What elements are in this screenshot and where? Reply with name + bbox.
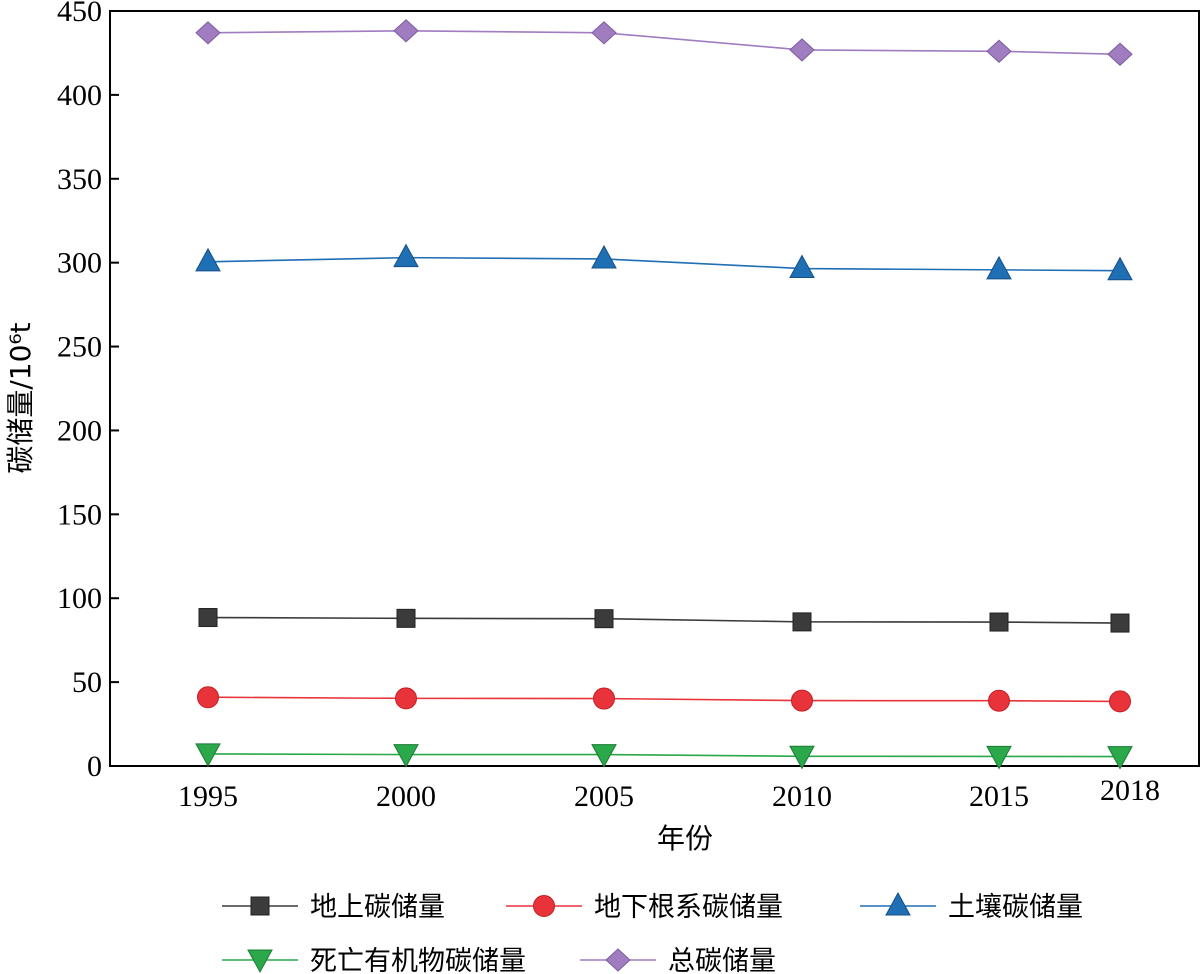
x-tick-label: 1995 (178, 780, 238, 813)
x-tick-label: 2000 (376, 780, 436, 813)
data-point-triangle-down (789, 745, 815, 770)
data-point-triangle-up (1107, 256, 1133, 281)
y-tick-label: 250 (57, 331, 102, 364)
y-tick-label: 300 (57, 247, 102, 280)
data-point-circle (791, 689, 813, 712)
legend-label: 地上碳储量 (310, 892, 445, 923)
legend-marker (605, 948, 631, 972)
data-point-circle (593, 687, 615, 710)
y-axis-title: 碳储量/10⁶t (4, 322, 37, 473)
data-point-diamond (789, 38, 815, 62)
x-tick-label: 2005 (574, 780, 634, 813)
data-point-triangle-down (1107, 746, 1133, 770)
series-2 (197, 686, 1131, 713)
y-tick-label: 200 (57, 414, 102, 447)
data-point-triangle-up (393, 243, 419, 268)
data-point-diamond (393, 19, 419, 43)
data-point-triangle-down (393, 744, 419, 768)
x-tick-label: 2018 (1100, 774, 1160, 807)
series-line (207, 696, 1121, 703)
data-point-triangle-up (195, 247, 221, 272)
x-axis-title: 年份 (657, 822, 713, 855)
data-point-square (198, 608, 218, 628)
series-4 (195, 743, 1133, 770)
data-point-diamond (986, 39, 1012, 63)
series-line (207, 616, 1121, 624)
legend-label: 总碳储量 (668, 946, 776, 974)
legend-label: 土壤碳储量 (948, 892, 1083, 923)
series-layer (195, 19, 1133, 770)
data-point-triangle-up (789, 254, 815, 279)
legend-marker (250, 896, 270, 916)
data-point-square (396, 608, 416, 628)
data-point-triangle-down (195, 743, 221, 767)
data-point-triangle-down (986, 745, 1012, 770)
legend-item: 地上碳储量 (222, 892, 445, 923)
x-tick-label: 2010 (772, 780, 832, 813)
data-point-triangle-up (591, 244, 617, 269)
legend-marker (885, 891, 911, 916)
data-point-triangle-up (986, 255, 1012, 280)
data-point-triangle-down (591, 744, 617, 768)
data-point-square (792, 612, 812, 632)
data-point-circle (1109, 690, 1131, 713)
legend-item: 死亡有机物碳储量 (222, 946, 526, 974)
y-tick-label: 400 (57, 79, 102, 112)
data-point-square (989, 612, 1009, 632)
x-tick-label: 2015 (969, 780, 1029, 813)
legend-item: 地下根系碳储量 (506, 892, 783, 923)
data-point-square (1110, 613, 1130, 633)
legend-label: 地下根系碳储量 (594, 892, 783, 923)
series-line (207, 753, 1121, 758)
y-axis: 0 50 100 150 200 250 300 350 400 450 (57, 0, 119, 783)
y-tick-label: 50 (72, 666, 102, 699)
data-point-diamond (591, 21, 617, 45)
legend-marker (247, 949, 273, 974)
legend-marker (533, 895, 555, 917)
data-point-diamond (195, 21, 221, 45)
series-1 (198, 608, 1130, 633)
series-3 (195, 243, 1133, 281)
y-tick-label: 0 (87, 750, 102, 783)
series-line (207, 256, 1121, 272)
data-point-diamond (1107, 42, 1133, 66)
legend-item: 总碳储量 (580, 946, 776, 974)
data-point-circle (395, 687, 417, 710)
series-5 (195, 19, 1133, 66)
y-tick-label: 450 (57, 0, 102, 28)
data-point-circle (988, 689, 1010, 712)
y-tick-label: 350 (57, 163, 102, 196)
legend-item: 土壤碳储量 (860, 891, 1083, 923)
y-tick-label: 100 (57, 582, 102, 615)
plot-area-frame (109, 10, 1200, 767)
legend-label: 死亡有机物碳储量 (310, 946, 526, 974)
data-point-square (594, 609, 614, 629)
y-tick-label: 150 (57, 498, 102, 531)
x-axis: 1995 2000 2005 2010 2015 2018 (178, 757, 1160, 813)
data-point-circle (197, 686, 219, 709)
series-line (207, 29, 1121, 56)
